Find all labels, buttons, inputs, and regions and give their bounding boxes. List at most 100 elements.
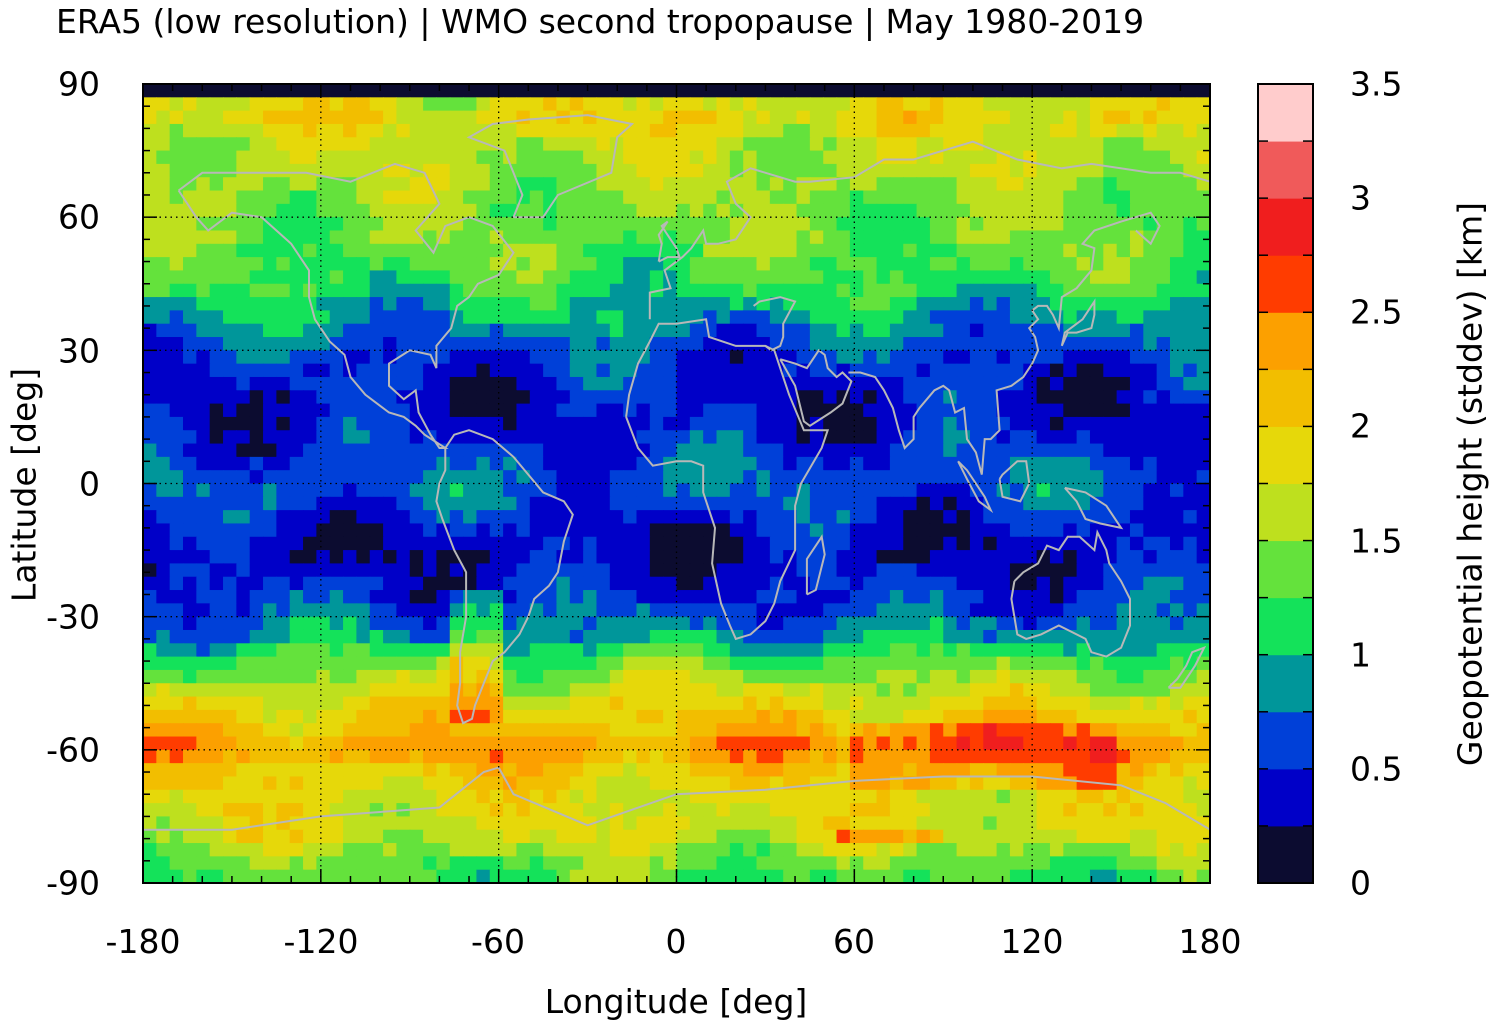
field-cell	[196, 536, 211, 551]
field-cell	[809, 803, 824, 818]
field-cell	[529, 829, 544, 844]
field-cell	[649, 723, 664, 738]
field-cell	[529, 390, 544, 405]
field-cell	[249, 84, 264, 98]
field-cell	[729, 97, 744, 112]
field-cell	[809, 590, 824, 604]
field-cell	[849, 829, 864, 844]
field-cell	[703, 190, 718, 205]
field-cell	[969, 629, 984, 644]
field-cell	[449, 177, 464, 192]
field-cell	[209, 763, 224, 778]
field-cell	[289, 776, 304, 791]
field-cell	[1089, 483, 1104, 498]
field-cell	[236, 97, 251, 112]
field-cell	[196, 856, 211, 871]
field-cell	[503, 803, 518, 818]
field-cell	[1156, 137, 1171, 152]
field-cell	[596, 323, 611, 338]
field-cell	[223, 550, 237, 564]
field-cell	[223, 523, 237, 538]
field-cell	[769, 536, 784, 551]
field-cell	[1036, 483, 1051, 498]
field-cell	[409, 616, 424, 631]
field-cell	[489, 376, 504, 391]
field-cell	[1196, 123, 1210, 138]
field-cell	[383, 603, 398, 618]
field-cell	[223, 816, 237, 831]
field-cell	[663, 350, 678, 365]
field-cell	[1116, 669, 1131, 684]
field-cell	[209, 576, 224, 591]
field-cell	[263, 736, 277, 751]
field-cell	[983, 443, 998, 458]
field-cell	[636, 669, 651, 684]
field-cell	[543, 84, 558, 98]
field-cell	[183, 576, 197, 591]
field-cell	[156, 390, 171, 405]
field-cell	[569, 470, 584, 485]
field-cell	[943, 776, 958, 791]
field-cell	[663, 709, 678, 724]
field-cell	[903, 656, 918, 671]
field-cell	[623, 576, 638, 591]
field-cell	[743, 483, 758, 498]
field-cell	[543, 310, 558, 325]
field-cell	[729, 803, 744, 818]
field-cell	[1116, 150, 1131, 165]
field-cell	[703, 869, 718, 883]
field-cell	[809, 150, 824, 165]
field-cell	[649, 443, 664, 458]
field-cell	[729, 816, 744, 831]
field-cell	[1009, 363, 1024, 378]
field-cell	[489, 723, 504, 738]
field-cell	[529, 110, 544, 125]
field-cell	[396, 483, 411, 498]
field-cell	[516, 443, 531, 458]
field-cell	[569, 123, 584, 138]
field-cell	[1049, 243, 1064, 258]
field-cell	[383, 696, 398, 711]
field-cell	[1156, 270, 1171, 285]
field-cell	[849, 816, 864, 831]
field-cell	[316, 563, 331, 578]
field-cell	[609, 456, 624, 471]
field-cell	[289, 430, 304, 445]
field-cell	[743, 763, 758, 778]
field-cell	[1129, 510, 1144, 525]
field-cell	[796, 816, 811, 831]
field-cell	[823, 416, 838, 431]
field-cell	[409, 177, 424, 192]
field-cell	[569, 443, 584, 458]
field-cell	[929, 856, 944, 871]
field-cell	[716, 123, 731, 138]
field-cell	[343, 563, 357, 578]
field-cell	[343, 763, 357, 778]
field-cell	[569, 776, 584, 791]
field-cell	[849, 350, 864, 365]
field-cell	[929, 763, 944, 778]
field-cell	[476, 443, 491, 458]
field-cell	[1156, 629, 1171, 644]
field-cell	[609, 123, 624, 138]
field-cell	[1183, 643, 1198, 658]
field-cell	[1103, 110, 1118, 125]
field-cell	[849, 390, 864, 405]
field-cell	[1156, 203, 1171, 218]
field-cell	[863, 763, 878, 778]
field-cell	[143, 736, 157, 751]
field-cell	[649, 736, 664, 751]
field-cell	[369, 590, 384, 604]
field-cell	[956, 803, 971, 818]
field-cell	[423, 390, 438, 405]
field-cell	[1196, 84, 1210, 98]
field-cell	[143, 137, 157, 152]
field-cell	[1156, 669, 1171, 684]
field-cell	[1023, 603, 1038, 618]
field-cell	[236, 510, 251, 525]
field-cell	[743, 84, 758, 98]
field-cell	[556, 483, 571, 498]
field-cell	[756, 603, 771, 618]
field-cell	[1063, 297, 1078, 311]
field-cell	[569, 337, 584, 351]
